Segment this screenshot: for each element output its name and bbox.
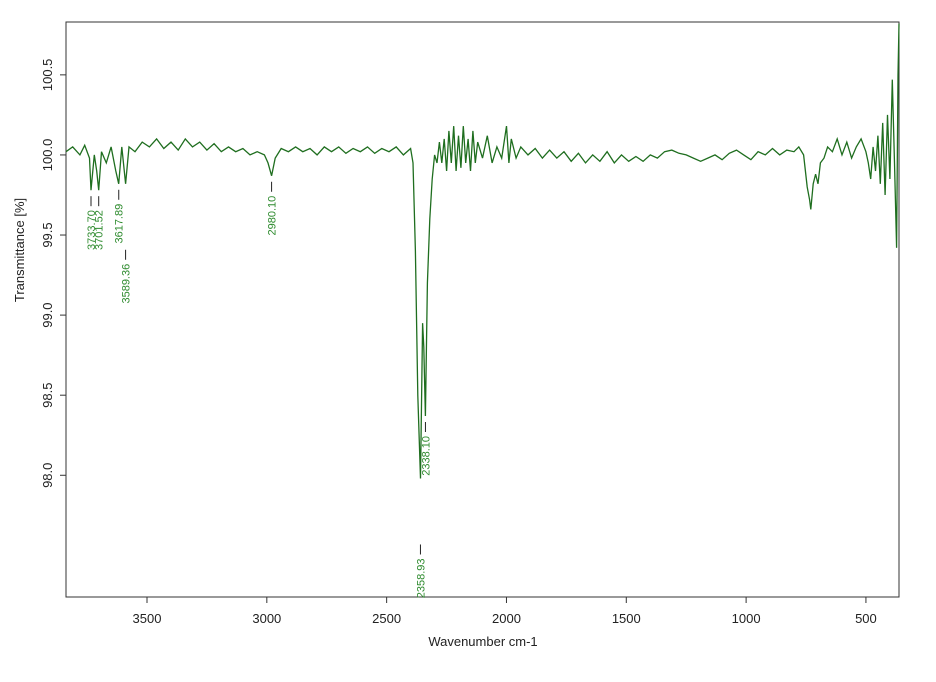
peak-label: 3617.89	[114, 204, 126, 244]
spectrum-line	[65, 23, 900, 479]
y-tick-label: 100.5	[40, 59, 55, 92]
peak-label: 2980.10	[267, 196, 279, 236]
x-tick-label: 1000	[732, 611, 761, 626]
x-tick-label: 3000	[252, 611, 281, 626]
x-tick-label: 3500	[133, 611, 162, 626]
y-axis-label: Transmittance [%]	[12, 198, 27, 302]
peak-label: 3701.52	[94, 210, 106, 250]
y-tick-label: 98.0	[40, 463, 55, 488]
y-tick-label: 99.5	[40, 222, 55, 247]
peak-label: 2358.93	[415, 558, 427, 598]
peak-label: 2338.10	[420, 436, 432, 476]
plot-frame	[65, 21, 900, 598]
x-tick-label: 2500	[372, 611, 401, 626]
peak-label: 3733.70	[86, 210, 98, 250]
x-tick-label: 1500	[612, 611, 641, 626]
y-tick-label: 98.5	[40, 383, 55, 408]
x-tick-label: 2000	[492, 611, 521, 626]
x-tick-label: 500	[855, 611, 877, 626]
peak-label: 3589.36	[121, 264, 133, 304]
x-axis-label: Wavenumber cm-1	[428, 634, 537, 649]
y-tick-label: 99.0	[40, 302, 55, 327]
y-tick-label: 100.0	[40, 139, 55, 172]
